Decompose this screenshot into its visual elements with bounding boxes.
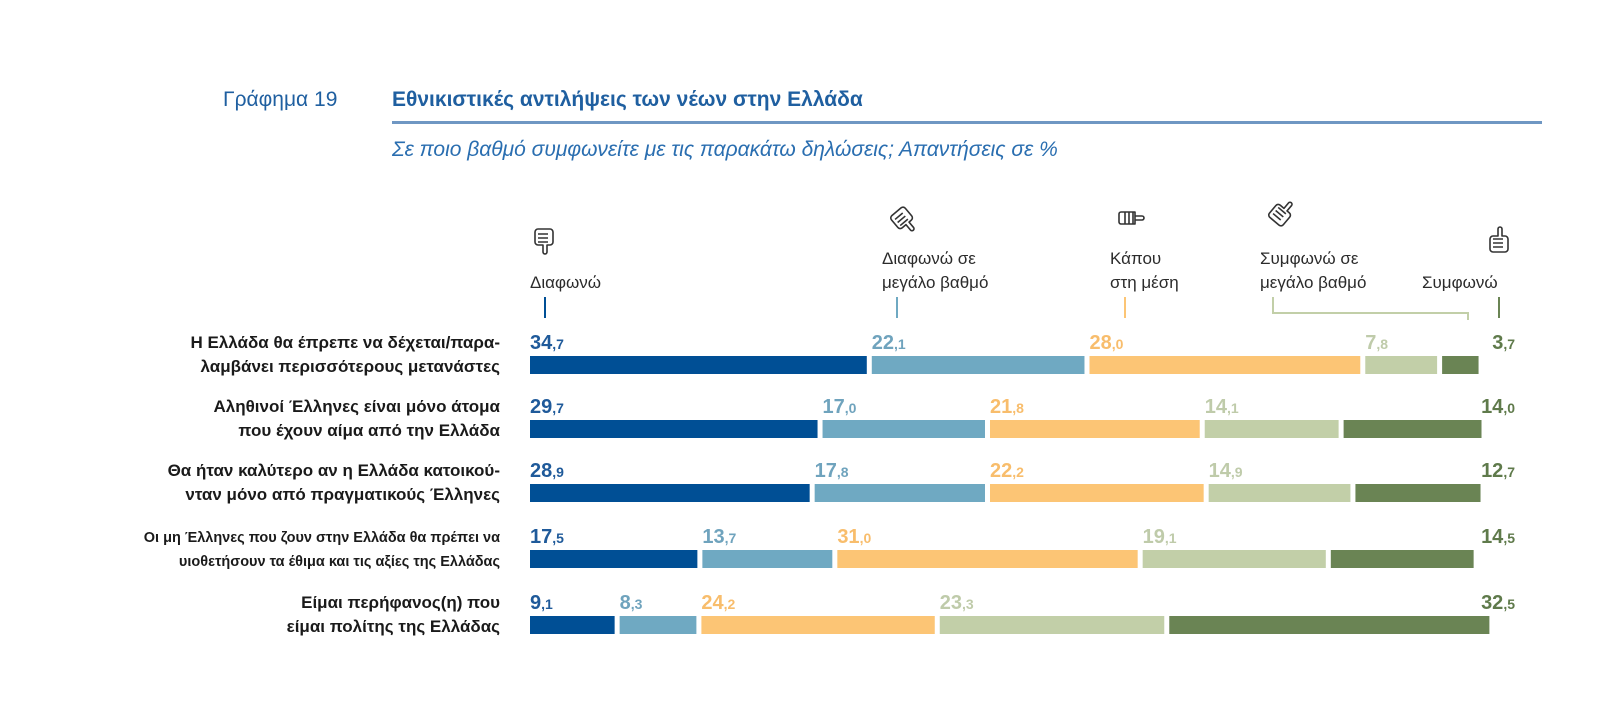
thumb-up-tilted-icon xyxy=(1267,201,1293,227)
thumbs-down-icon xyxy=(534,228,554,255)
legend-label: Διαφωνώ xyxy=(530,273,601,292)
category-label: Αληθινοί Έλληνες είναι μόνο άτομα xyxy=(214,397,501,416)
bar-segment xyxy=(837,550,1138,568)
category-label: Η Ελλάδα θα έπρεπε να δέχεται/παρα- xyxy=(190,333,500,352)
value-label: 22,2 xyxy=(990,460,1024,482)
thumb-down-tilted-icon xyxy=(889,206,915,232)
value-label: 32,5 xyxy=(1481,592,1515,614)
value-label: 31,0 xyxy=(837,526,871,548)
value-label: 14,0 xyxy=(1481,396,1515,418)
value-label: 12,7 xyxy=(1481,460,1515,482)
value-label: 13,7 xyxy=(702,526,736,548)
category-label: λαμβάνει περισσότερους μετανάστες xyxy=(201,357,501,376)
legend-label: στη μέση xyxy=(1110,273,1179,292)
legend-label: Διαφωνώ σε xyxy=(882,249,976,268)
thumbs-up-icon xyxy=(1489,226,1509,253)
legend-item-4: Συμφωνώ σε μεγάλο βαθμό xyxy=(1260,201,1469,320)
value-label: 17,0 xyxy=(823,396,857,418)
value-label: 7,8 xyxy=(1365,332,1388,354)
legend-label: μεγάλο βαθμό xyxy=(882,273,988,292)
chart-row-2: Αληθινοί Έλληνες είναι μόνο άτομα που έχο… xyxy=(214,396,1516,440)
chart-row-4: Οι μη Έλληνες που ζουν στην Ελλάδα θα πρ… xyxy=(144,526,1515,570)
value-label: 23,3 xyxy=(940,592,974,614)
legend-label: μεγάλο βαθμό xyxy=(1260,273,1366,292)
chart-row-1: Η Ελλάδα θα έπρεπε να δέχεται/παρα-λαμβά… xyxy=(190,332,1515,376)
bar-segment xyxy=(530,484,810,502)
bar-segment xyxy=(1142,550,1326,568)
value-label: 21,8 xyxy=(990,396,1024,418)
bar-segment xyxy=(702,550,833,568)
category-label: είμαι πολίτης της Ελλάδας xyxy=(287,617,501,636)
bar-segment xyxy=(1442,356,1479,374)
value-label: 28,0 xyxy=(1089,332,1123,354)
value-label: 14,1 xyxy=(1205,396,1239,418)
bar-segment xyxy=(1343,420,1482,438)
legend-label: Κάπου xyxy=(1110,249,1161,268)
bar-segment xyxy=(989,484,1204,502)
category-label: νταν μόνο από πραγματικούς Έλληνες xyxy=(185,485,500,504)
bar-segment xyxy=(1330,550,1474,568)
bar-segment xyxy=(939,616,1165,634)
chart-row-5: Είμαι περήφανος(η) που είμαι πολίτης της … xyxy=(287,592,1516,636)
value-label: 24,2 xyxy=(701,592,735,614)
bar-segment xyxy=(1365,356,1438,374)
bar-segment xyxy=(989,420,1200,438)
value-label: 14,9 xyxy=(1209,460,1243,482)
figure-number: Γράφημα 19 xyxy=(223,88,338,111)
bar-segment xyxy=(530,356,867,374)
title-divider xyxy=(392,121,1542,124)
bar-segment xyxy=(530,420,818,438)
value-label: 17,8 xyxy=(815,460,849,482)
value-label: 29,7 xyxy=(530,396,564,418)
chart-title: Εθνικιστικές αντιλήψεις των νέων στην Ελ… xyxy=(392,88,863,111)
value-label: 9,1 xyxy=(530,592,553,614)
value-label: 8,3 xyxy=(620,592,643,614)
value-label: 14,5 xyxy=(1481,526,1515,548)
bar-segment xyxy=(822,420,985,438)
bar-segment xyxy=(871,356,1085,374)
bar-segment xyxy=(530,550,698,568)
chart-row-3: Θα ήταν καλύτερο αν η Ελλάδα κατοικού-ντ… xyxy=(168,460,1516,504)
legend-item-3: Κάπου στη μέση xyxy=(1110,211,1179,318)
value-label: 34,7 xyxy=(530,332,564,354)
category-label: που έχουν αίμα από την Ελλάδα xyxy=(238,421,500,440)
chart-subtitle: Σε ποιο βαθμό συμφωνείτε με τις παρακάτω… xyxy=(392,138,1058,161)
bar-segment xyxy=(1169,616,1490,634)
thumb-sideways-icon xyxy=(1118,211,1145,225)
bar-segment xyxy=(814,484,985,502)
value-label: 28,9 xyxy=(530,460,564,482)
bar-segment xyxy=(1208,484,1351,502)
legend-bracket xyxy=(1272,297,1469,320)
category-label: Είμαι περήφανος(η) που xyxy=(301,593,500,612)
bar-segment xyxy=(1204,420,1339,438)
legend-label: Συμφωνώ xyxy=(1422,273,1498,292)
category-label: Οι μη Έλληνες που ζουν στην Ελλάδα θα πρ… xyxy=(144,530,500,546)
bar-segment xyxy=(1355,484,1481,502)
value-label: 19,1 xyxy=(1143,526,1177,548)
legend-item-5: Συμφωνώ xyxy=(1422,226,1509,318)
bar-segment xyxy=(530,616,615,634)
legend-item-1: Διαφωνώ xyxy=(530,228,601,318)
bar-segment xyxy=(1089,356,1361,374)
legend-item-2: Διαφωνώ σε μεγάλο βαθμό xyxy=(882,206,988,318)
value-label: 22,1 xyxy=(872,332,906,354)
bar-segment xyxy=(701,616,935,634)
bar-segment xyxy=(619,616,697,634)
category-label: υιοθετήσουν τα έθιμα και τις αξίες της Ε… xyxy=(179,554,500,570)
value-label: 17,5 xyxy=(530,526,564,548)
category-label: Θα ήταν καλύτερο αν η Ελλάδα κατοικού- xyxy=(168,461,500,480)
value-label: 3,7 xyxy=(1492,332,1515,354)
legend-label: Συμφωνώ σε xyxy=(1260,249,1359,268)
